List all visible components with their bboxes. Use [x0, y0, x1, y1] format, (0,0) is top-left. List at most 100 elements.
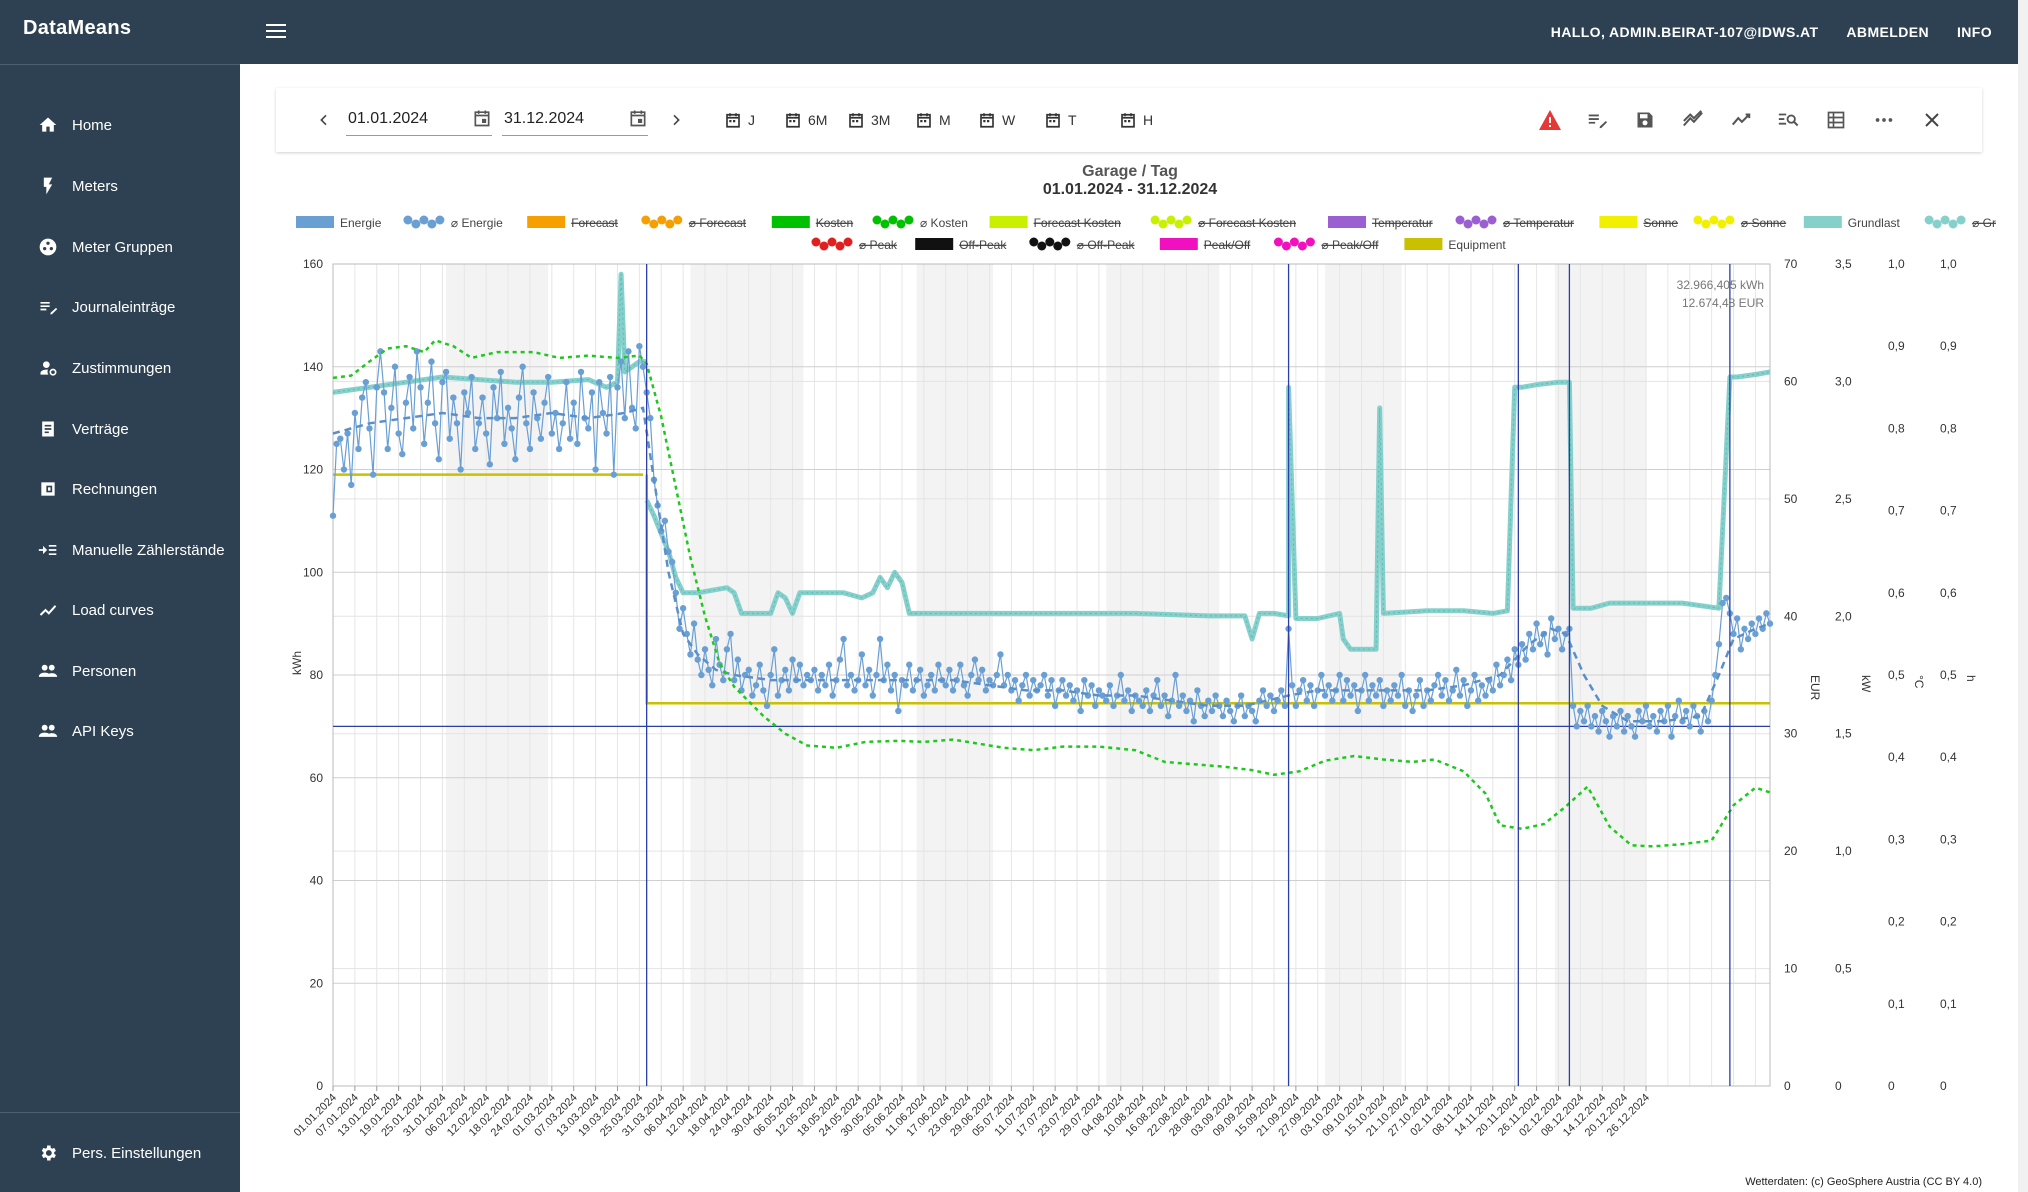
energy-point[interactable] — [1617, 707, 1624, 715]
energy-point[interactable] — [964, 692, 971, 699]
legend-swatch-avg[interactable] — [1455, 215, 1497, 229]
energy-point[interactable] — [1650, 712, 1657, 720]
period-6m-button[interactable]: 6M — [784, 108, 827, 132]
energy-point[interactable] — [541, 399, 548, 406]
energy-point[interactable] — [1577, 707, 1584, 715]
energy-point[interactable] — [596, 378, 603, 386]
energy-point[interactable] — [1361, 671, 1369, 679]
energy-point[interactable] — [785, 687, 793, 694]
energy-point[interactable] — [606, 373, 614, 381]
energy-point[interactable] — [497, 368, 504, 376]
energy-point[interactable] — [501, 440, 508, 448]
energy-point[interactable] — [1449, 687, 1456, 694]
energy-point[interactable] — [417, 384, 424, 391]
energy-point[interactable] — [687, 651, 694, 658]
energy-point[interactable] — [1394, 692, 1402, 699]
energy-point[interactable] — [1478, 682, 1486, 689]
energy-point[interactable] — [1398, 671, 1405, 679]
energy-point[interactable] — [420, 440, 428, 448]
energy-point[interactable] — [1599, 707, 1606, 715]
energy-point[interactable] — [625, 348, 632, 355]
legend-swatch[interactable] — [527, 216, 566, 228]
energy-point[interactable] — [599, 409, 607, 417]
energy-point[interactable] — [709, 682, 716, 689]
energy-point[interactable] — [439, 378, 446, 386]
energy-point[interactable] — [1088, 682, 1095, 689]
energy-point[interactable] — [639, 363, 647, 370]
energy-point[interactable] — [1606, 733, 1613, 740]
energy-point[interactable] — [1686, 723, 1693, 730]
more-options-button[interactable] — [1870, 106, 1898, 134]
energy-point[interactable] — [1299, 676, 1307, 684]
energy-point[interactable] — [1066, 682, 1073, 689]
energy-point[interactable] — [1413, 692, 1420, 699]
energy-point[interactable] — [906, 661, 913, 668]
energy-point[interactable] — [1471, 671, 1478, 679]
energy-point[interactable] — [1380, 702, 1387, 710]
period-week-button[interactable]: W — [978, 108, 1015, 132]
legend-swatch-avg[interactable] — [403, 215, 445, 229]
energy-point[interactable] — [927, 671, 935, 679]
energy-point[interactable] — [384, 445, 391, 453]
energy-point[interactable] — [1489, 687, 1497, 694]
energy-point[interactable] — [1402, 702, 1409, 710]
energy-point[interactable] — [1099, 692, 1106, 699]
energy-point[interactable] — [989, 682, 997, 689]
energy-point[interactable] — [1529, 646, 1537, 653]
energy-point[interactable] — [1041, 671, 1048, 679]
energy-point[interactable] — [1580, 718, 1588, 725]
legend-swatch[interactable] — [296, 216, 334, 228]
next-period-button[interactable] — [662, 106, 690, 134]
energy-point[interactable] — [548, 430, 556, 437]
energy-point[interactable] — [796, 661, 804, 668]
energy-point[interactable] — [366, 425, 373, 432]
energy-point[interactable] — [749, 692, 756, 699]
energy-point[interactable] — [1569, 702, 1577, 710]
energy-point[interactable] — [1453, 666, 1460, 674]
energy-point[interactable] — [873, 671, 880, 679]
energy-point[interactable] — [1704, 718, 1712, 725]
sidebar-item-contracts[interactable]: Verträge — [0, 409, 240, 449]
energy-point[interactable] — [1427, 697, 1435, 704]
energy-point[interactable] — [1511, 646, 1518, 653]
energy-point[interactable] — [1175, 702, 1183, 710]
energy-point[interactable] — [464, 409, 472, 417]
energy-point[interactable] — [865, 666, 873, 674]
energy-point[interactable] — [632, 425, 639, 432]
sidebar-item-api-keys[interactable]: API Keys — [0, 711, 240, 751]
energy-point[interactable] — [406, 373, 413, 381]
energy-point[interactable] — [1219, 712, 1227, 720]
energy-point[interactable] — [544, 373, 552, 381]
energy-point[interactable] — [1015, 697, 1022, 704]
energy-point[interactable] — [1321, 692, 1329, 699]
energy-point[interactable] — [446, 435, 453, 442]
energy-point[interactable] — [1438, 692, 1445, 699]
energy-point[interactable] — [472, 445, 479, 453]
energy-point[interactable] — [1296, 687, 1303, 694]
energy-point[interactable] — [413, 348, 421, 355]
energy-point[interactable] — [523, 420, 530, 427]
energy-point[interactable] — [1766, 620, 1774, 627]
energy-point[interactable] — [1416, 676, 1424, 684]
energy-point[interactable] — [668, 558, 676, 566]
smoothed-trend-button[interactable] — [1727, 106, 1755, 134]
energy-point[interactable] — [771, 646, 778, 653]
energy-point[interactable] — [960, 682, 968, 689]
energy-point[interactable] — [1595, 728, 1602, 735]
energy-point[interactable] — [1671, 712, 1679, 720]
energy-point[interactable] — [1715, 640, 1723, 648]
energy-point[interactable] — [1248, 707, 1256, 715]
energy-point[interactable] — [1011, 676, 1019, 684]
energy-point[interactable] — [1059, 676, 1066, 684]
energy-point[interactable] — [840, 635, 847, 643]
menu-toggle-icon[interactable] — [264, 21, 288, 43]
energy-point[interactable] — [647, 414, 654, 422]
energy-point[interactable] — [723, 646, 731, 653]
energy-point[interactable] — [1241, 712, 1249, 720]
energy-point[interactable] — [986, 676, 993, 684]
energy-point[interactable] — [1496, 682, 1504, 689]
energy-point[interactable] — [975, 676, 982, 684]
energy-point[interactable] — [603, 430, 610, 437]
energy-point[interactable] — [1318, 671, 1325, 679]
energy-point[interactable] — [537, 435, 545, 442]
